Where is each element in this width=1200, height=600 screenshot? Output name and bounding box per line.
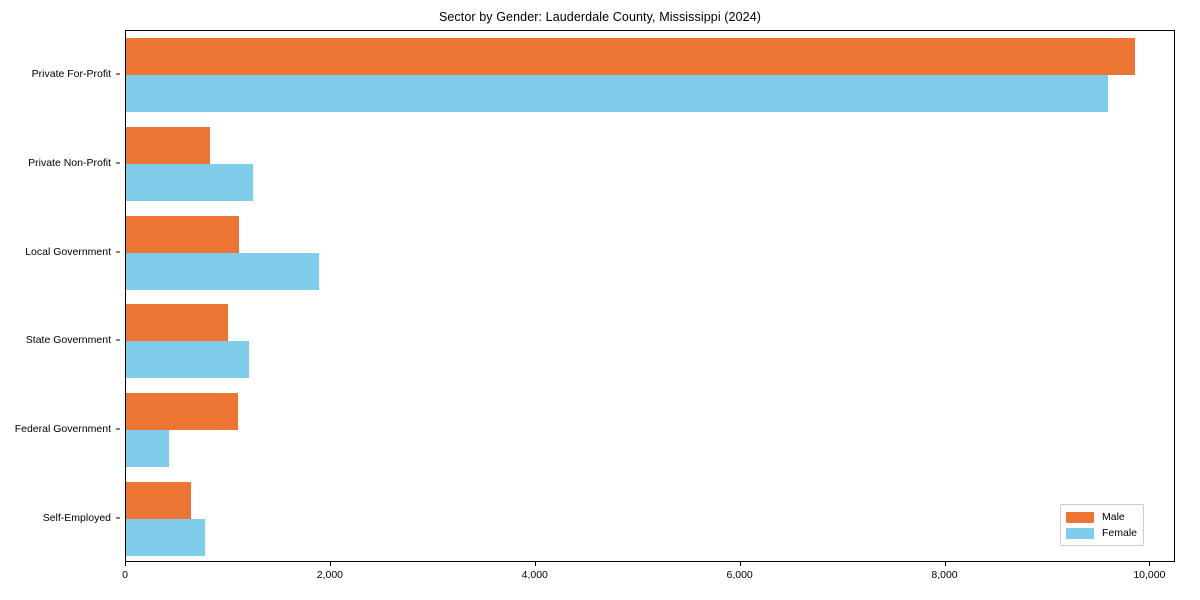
legend-item-female[interactable]: Female	[1066, 525, 1137, 541]
chart-legend[interactable]: Male Female	[1060, 504, 1145, 546]
x-tick-label: 8,000	[931, 569, 958, 581]
y-tick-mark	[116, 517, 120, 519]
x-tick-mark	[534, 562, 536, 566]
bar	[126, 75, 1109, 113]
y-tick-mark	[116, 73, 120, 75]
y-tick-label: Local Government	[25, 245, 111, 258]
bars-layer	[126, 31, 1174, 561]
x-tick-mark	[1149, 562, 1151, 566]
x-tick-mark	[739, 562, 741, 566]
legend-label-male: Male	[1102, 511, 1125, 523]
x-tick-label: 4,000	[521, 569, 548, 581]
bar	[126, 304, 228, 342]
bar	[126, 215, 239, 253]
x-tick-mark	[944, 562, 946, 566]
y-tick-label: Private Non-Profit	[28, 157, 111, 169]
bar	[126, 252, 319, 290]
x-axis: 0 2,000 4,000 6,000 8,000 10,000	[122, 562, 1175, 600]
x-tick-label: 10,000	[1133, 569, 1166, 581]
bar	[126, 341, 249, 379]
y-tick-label: State Government	[25, 334, 111, 347]
bar	[126, 430, 170, 467]
legend-swatch-female	[1066, 527, 1094, 539]
plot-area	[125, 30, 1175, 562]
legend-label-female: Female	[1102, 527, 1138, 539]
y-tick-mark	[116, 428, 120, 430]
legend-item-male[interactable]: Male	[1066, 509, 1137, 525]
y-tick-mark	[116, 339, 120, 341]
y-axis: Private For-Profit Private Non-Profit Loca…	[0, 30, 120, 562]
x-tick-mark	[125, 562, 126, 566]
bar	[126, 38, 1136, 76]
x-tick-label: 2,000	[316, 569, 344, 581]
bar	[126, 518, 205, 556]
bar	[126, 127, 210, 164]
y-tick-label: Self-Employed	[42, 511, 111, 524]
y-tick-label: Federal Government	[14, 423, 111, 435]
bar	[126, 481, 192, 519]
y-tick-mark	[116, 251, 120, 253]
y-tick-label: Private For-Profit	[31, 68, 111, 81]
bar	[126, 393, 238, 430]
chart-title: Sector by Gender: Lauderdale County, Mis…	[438, 10, 762, 24]
x-tick-mark	[329, 562, 331, 566]
legend-swatch-male	[1066, 511, 1094, 523]
x-tick-label: 0	[122, 569, 128, 581]
x-tick-label: 6,000	[726, 569, 753, 581]
bar	[126, 164, 254, 201]
y-tick-mark	[116, 162, 120, 164]
